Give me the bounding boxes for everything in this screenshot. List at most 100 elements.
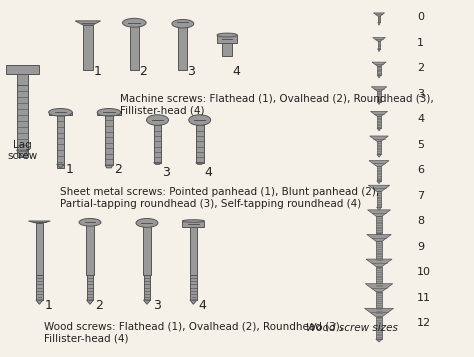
Polygon shape [365,284,393,292]
Text: 1: 1 [93,65,101,78]
Ellipse shape [79,218,101,226]
Polygon shape [36,223,43,275]
Text: 0: 0 [417,12,424,22]
Text: 3: 3 [162,166,170,179]
Polygon shape [190,275,197,300]
FancyBboxPatch shape [222,43,232,56]
Text: 4: 4 [417,114,424,124]
Polygon shape [377,75,381,78]
Text: 2: 2 [139,65,147,78]
Ellipse shape [136,218,158,227]
Text: 2: 2 [115,162,122,176]
Polygon shape [376,241,382,260]
Text: 7: 7 [417,191,424,201]
Text: 11: 11 [417,293,431,303]
Ellipse shape [146,115,168,125]
FancyBboxPatch shape [217,35,237,43]
Text: Wood screw sizes: Wood screw sizes [306,323,398,333]
Polygon shape [144,275,150,300]
Ellipse shape [97,109,121,116]
Polygon shape [196,120,203,162]
FancyBboxPatch shape [182,221,204,227]
Polygon shape [17,85,28,157]
Polygon shape [371,111,388,116]
Polygon shape [190,223,197,275]
Polygon shape [377,128,381,131]
Ellipse shape [189,115,210,125]
FancyBboxPatch shape [7,65,38,74]
Polygon shape [376,286,382,289]
FancyBboxPatch shape [178,24,188,70]
Polygon shape [154,120,161,162]
Polygon shape [376,267,382,286]
Polygon shape [377,155,381,157]
FancyBboxPatch shape [17,74,28,85]
Text: 8: 8 [417,216,424,226]
Polygon shape [105,165,113,168]
Polygon shape [376,339,383,342]
Polygon shape [143,223,151,275]
Text: 4: 4 [205,166,213,179]
Polygon shape [36,275,43,300]
Polygon shape [376,260,382,263]
Polygon shape [377,91,381,102]
Polygon shape [377,66,381,75]
Text: 2: 2 [417,63,424,73]
Polygon shape [190,300,197,304]
Polygon shape [196,162,203,164]
Polygon shape [376,313,382,316]
Polygon shape [75,21,100,25]
Polygon shape [370,136,388,141]
Polygon shape [366,259,392,267]
Polygon shape [87,300,93,304]
Polygon shape [376,292,382,313]
Text: 1: 1 [45,299,52,312]
Text: Wood screws: Flathead (1), Ovalhead (2), Roundhead (3),
Fillister-head (4): Wood screws: Flathead (1), Ovalhead (2),… [44,322,343,343]
Polygon shape [377,116,381,128]
Polygon shape [369,161,389,166]
Polygon shape [377,102,381,105]
Polygon shape [373,37,385,41]
Polygon shape [371,87,387,91]
Polygon shape [376,216,382,233]
Text: 10: 10 [417,267,431,277]
Ellipse shape [172,19,194,28]
Polygon shape [378,22,380,25]
Polygon shape [105,115,113,165]
Ellipse shape [182,220,204,222]
Polygon shape [377,191,382,207]
Text: 1: 1 [417,38,424,48]
Polygon shape [377,166,381,181]
Polygon shape [376,317,383,339]
Polygon shape [367,235,392,241]
Polygon shape [365,308,393,317]
Text: 3: 3 [153,299,161,312]
Ellipse shape [49,109,72,116]
FancyBboxPatch shape [130,24,139,70]
Ellipse shape [122,18,146,27]
Polygon shape [17,150,28,157]
Polygon shape [144,300,150,304]
Polygon shape [367,210,391,216]
Polygon shape [36,300,43,304]
Polygon shape [377,207,382,210]
Text: Sheet metal screws: Pointed panhead (1), Blunt panhead (2),
Partial-tapping roun: Sheet metal screws: Pointed panhead (1),… [61,187,380,209]
Text: 2: 2 [95,299,103,312]
Text: 4: 4 [199,299,207,312]
Polygon shape [378,49,381,52]
Text: Lag
screw: Lag screw [8,140,37,161]
Text: 1: 1 [65,162,73,176]
Polygon shape [377,181,381,183]
Ellipse shape [217,33,237,37]
Polygon shape [378,16,380,22]
Polygon shape [57,164,64,168]
Polygon shape [378,41,381,49]
Polygon shape [374,13,384,16]
Text: 4: 4 [232,65,240,78]
FancyBboxPatch shape [49,112,72,115]
Polygon shape [376,233,382,236]
Text: 3: 3 [187,65,195,78]
Polygon shape [57,115,64,168]
Polygon shape [368,185,390,191]
Polygon shape [86,223,94,275]
